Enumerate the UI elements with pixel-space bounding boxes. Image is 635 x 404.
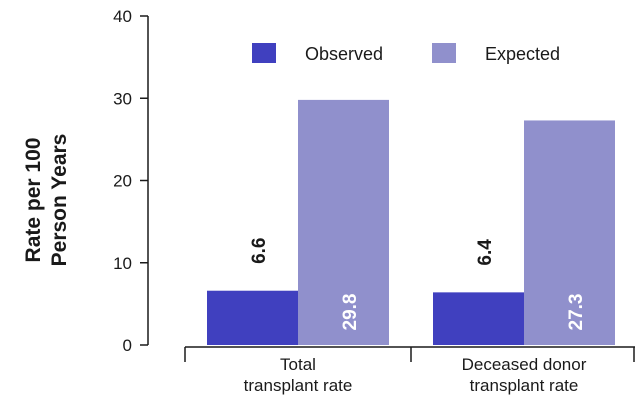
y-axis: 0 10 20 30 40 xyxy=(113,7,148,355)
data-label: 6.6 xyxy=(249,238,270,264)
x-category-label: transplant rate xyxy=(470,376,579,395)
y-axis-title-line-2: Person Years xyxy=(48,134,71,267)
legend-label: Expected xyxy=(485,44,560,64)
bar-observed xyxy=(207,291,298,345)
y-axis-title-line-1: Rate per 100 xyxy=(22,138,45,263)
y-tick-label: 40 xyxy=(113,7,132,26)
legend: Observed Expected xyxy=(252,43,560,64)
bar-observed xyxy=(433,292,524,345)
x-category-label: Total xyxy=(280,355,316,374)
x-axis: Total transplant rate Deceased donor transp… xyxy=(185,347,635,395)
legend-swatch xyxy=(432,43,456,63)
legend-label: Observed xyxy=(305,44,383,64)
y-tick-label: 20 xyxy=(113,172,132,191)
data-label: 27.3 xyxy=(566,294,587,331)
bars: 6.6 6.4 29.8 27.3 xyxy=(207,100,615,345)
legend-swatch xyxy=(252,43,276,63)
data-label: 6.4 xyxy=(475,239,496,266)
data-label: 29.8 xyxy=(340,294,361,331)
y-axis-title: Rate per 100 Person Years xyxy=(22,134,71,267)
y-tick-label: 10 xyxy=(113,254,132,273)
x-category-label: Deceased donor xyxy=(462,355,587,374)
x-category-label: transplant rate xyxy=(244,376,353,395)
y-tick-label: 30 xyxy=(113,89,132,108)
y-tick-label: 0 xyxy=(123,336,132,355)
